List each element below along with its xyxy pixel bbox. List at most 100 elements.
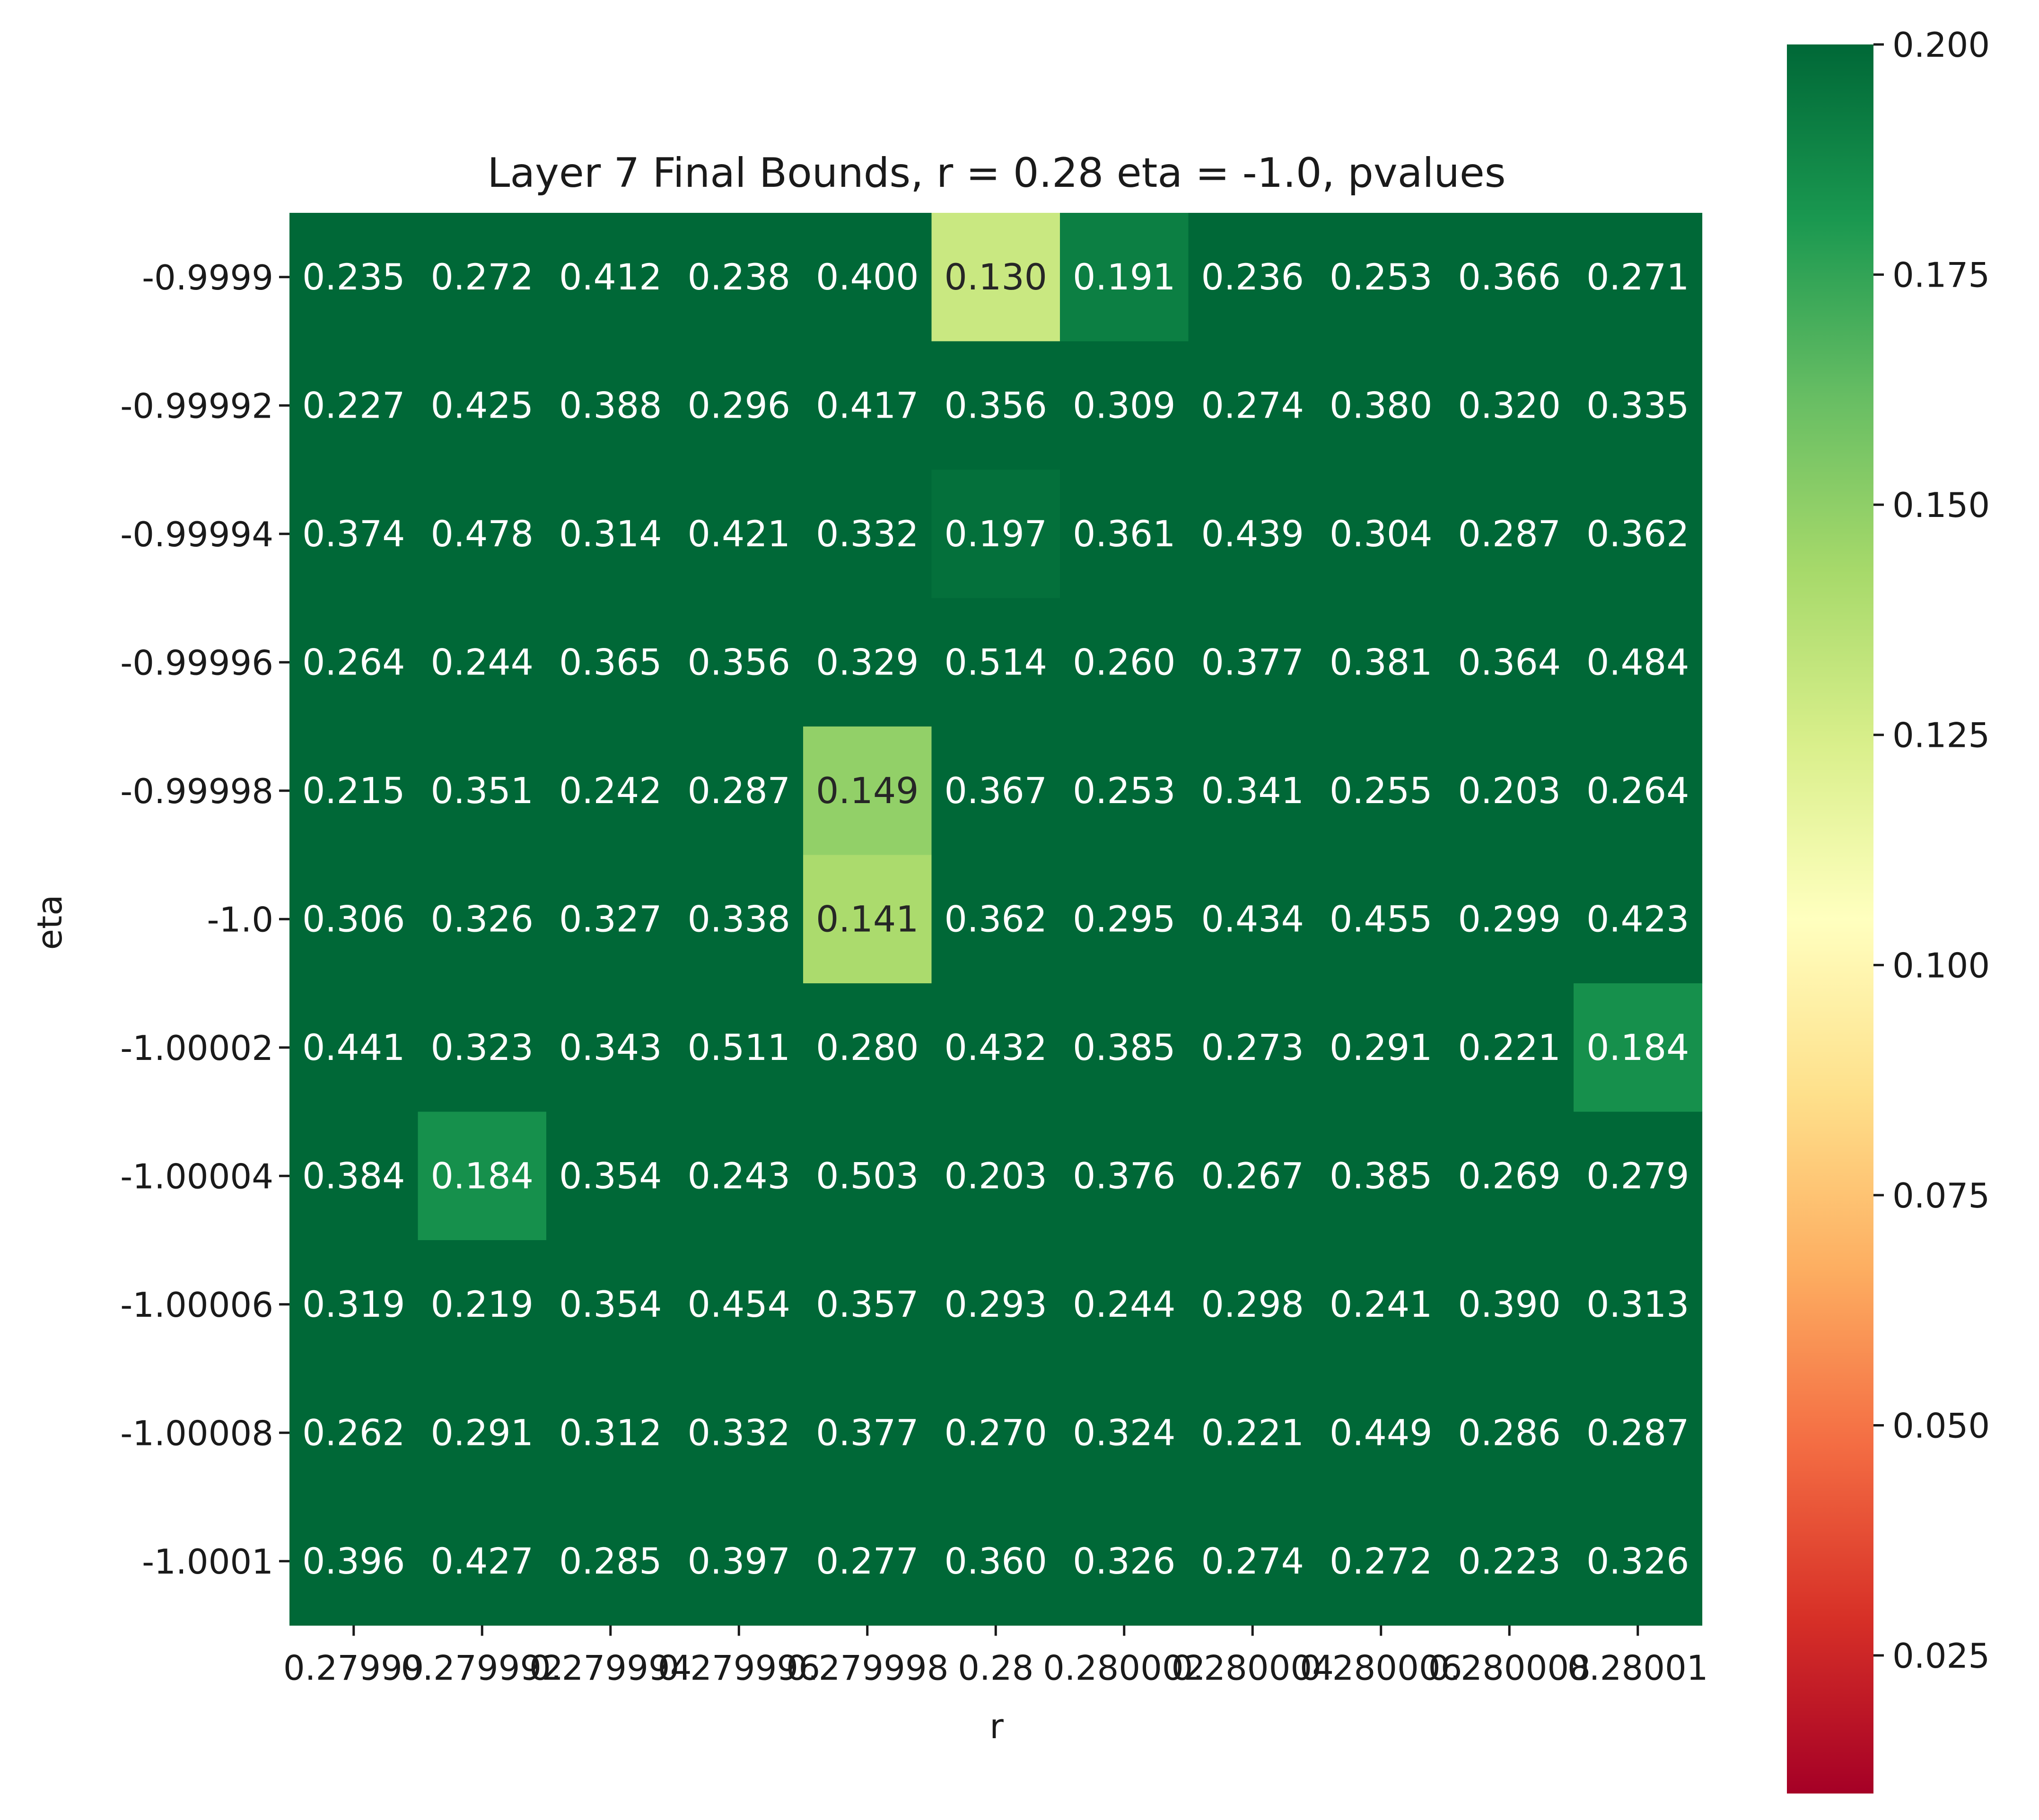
y-tick-label: -0.99994 bbox=[120, 515, 273, 554]
y-tick-label: -0.99992 bbox=[120, 386, 273, 426]
heatmap-cell bbox=[1574, 1368, 1703, 1497]
y-tick-label: -1.00002 bbox=[120, 1028, 273, 1068]
cell-value-label: 0.381 bbox=[1330, 641, 1433, 683]
x-tick-label: 0.280006 bbox=[1300, 1648, 1462, 1688]
heatmap-cell bbox=[931, 1240, 1060, 1369]
heatmap-cell bbox=[289, 213, 419, 342]
x-tick-label: 0.280002 bbox=[1043, 1648, 1206, 1688]
heatmap-cell bbox=[1574, 1111, 1703, 1241]
cell-value-label: 0.338 bbox=[687, 898, 790, 940]
heatmap-cells bbox=[289, 213, 1703, 1626]
heatmap-cell bbox=[1317, 1497, 1446, 1626]
heatmap-cell bbox=[289, 598, 419, 727]
heatmap-cell bbox=[1445, 598, 1574, 727]
cell-value-label: 0.277 bbox=[816, 1540, 919, 1582]
cell-value-label: 0.324 bbox=[1073, 1411, 1176, 1453]
heatmap-cell bbox=[289, 470, 419, 599]
heatmap-cell bbox=[546, 1497, 675, 1626]
cell-value-label: 0.365 bbox=[559, 641, 662, 683]
heatmap-cell bbox=[546, 1240, 675, 1369]
heatmap-cell bbox=[418, 726, 547, 856]
heatmap-cell bbox=[1317, 341, 1446, 470]
heatmap-cell bbox=[1317, 1111, 1446, 1241]
heatmap-cell bbox=[1060, 1368, 1189, 1497]
cell-value-label: 0.449 bbox=[1330, 1411, 1433, 1453]
cell-value-label: 0.319 bbox=[302, 1283, 405, 1325]
heatmap-cell bbox=[1574, 341, 1703, 470]
cell-value-label: 0.203 bbox=[1458, 770, 1561, 812]
heatmap-cell bbox=[674, 1368, 804, 1497]
heatmap-cell bbox=[289, 1368, 419, 1497]
heatmap-cell bbox=[1188, 855, 1317, 984]
cell-value-label: 0.434 bbox=[1201, 898, 1304, 940]
cell-value-label: 0.269 bbox=[1458, 1155, 1561, 1197]
heatmap-cell bbox=[931, 1368, 1060, 1497]
heatmap-cell bbox=[1060, 726, 1189, 856]
y-tick-label: -1.00004 bbox=[120, 1156, 273, 1196]
cell-value-label: 0.421 bbox=[687, 513, 790, 555]
x-tick-label: 0.280004 bbox=[1171, 1648, 1334, 1688]
colorbar: 0.025 0.050 0.075 0.100 0.125 0.150 0.175 0.200 bbox=[1787, 25, 1990, 1794]
heatmap-cell bbox=[1574, 855, 1703, 984]
cell-value-label: 0.484 bbox=[1586, 641, 1689, 683]
cell-value-label: 0.253 bbox=[1330, 256, 1433, 298]
colorbar-tick-label: 0.125 bbox=[1892, 716, 1990, 755]
heatmap-cell bbox=[1317, 1240, 1446, 1369]
heatmap-cell bbox=[674, 726, 804, 856]
cell-value-label: 0.351 bbox=[430, 770, 534, 812]
cell-value-label: 0.412 bbox=[559, 256, 662, 298]
heatmap-cell bbox=[546, 1368, 675, 1497]
heatmap-cell bbox=[1188, 598, 1317, 727]
x-tick-label: 0.279994 bbox=[529, 1648, 692, 1688]
cell-value-label: 0.260 bbox=[1073, 641, 1176, 683]
colorbar-tick-label: 0.050 bbox=[1892, 1406, 1990, 1445]
heatmap-cell bbox=[803, 598, 932, 727]
cell-value-label: 0.285 bbox=[559, 1540, 662, 1582]
heatmap-cell bbox=[418, 983, 547, 1112]
heatmap-cell bbox=[1317, 598, 1446, 727]
cell-value-label: 0.280 bbox=[816, 1026, 919, 1068]
heatmap-cell bbox=[1060, 855, 1189, 984]
cell-value-label: 0.385 bbox=[1073, 1026, 1176, 1068]
cell-value-label: 0.184 bbox=[430, 1155, 534, 1197]
cell-value-label: 0.356 bbox=[944, 384, 1047, 426]
heatmap-cell bbox=[418, 341, 547, 470]
x-axis-label: r bbox=[989, 1706, 1004, 1746]
colorbar-gradient bbox=[1787, 44, 1873, 1794]
heatmap-cell bbox=[289, 1497, 419, 1626]
colorbar-tick-label: 0.100 bbox=[1892, 945, 1990, 985]
cell-value-label: 0.264 bbox=[1586, 770, 1689, 812]
cell-value-label: 0.306 bbox=[302, 898, 405, 940]
cell-value-label: 0.335 bbox=[1586, 384, 1689, 426]
cell-value-label: 0.323 bbox=[430, 1026, 534, 1068]
cell-value-label: 0.270 bbox=[944, 1411, 1047, 1453]
heatmap-cell bbox=[418, 1240, 547, 1369]
cell-value-label: 0.313 bbox=[1586, 1283, 1689, 1325]
cell-value-label: 0.243 bbox=[687, 1155, 790, 1197]
heatmap-cell bbox=[674, 598, 804, 727]
cell-value-label: 0.384 bbox=[302, 1155, 405, 1197]
cell-value-label: 0.255 bbox=[1330, 770, 1433, 812]
cell-value-label: 0.272 bbox=[430, 256, 534, 298]
heatmap-cell bbox=[1445, 213, 1574, 342]
cell-value-label: 0.272 bbox=[1330, 1540, 1433, 1582]
cell-value-label: 0.298 bbox=[1201, 1283, 1304, 1325]
heatmap-cell bbox=[1574, 598, 1703, 727]
heatmap-cell bbox=[1188, 726, 1317, 856]
cell-value-label: 0.320 bbox=[1458, 384, 1561, 426]
x-tick-label: 0.280008 bbox=[1428, 1648, 1591, 1688]
cell-value-label: 0.362 bbox=[944, 898, 1047, 940]
cell-value-label: 0.253 bbox=[1073, 770, 1176, 812]
cell-value-label: 0.326 bbox=[1586, 1540, 1689, 1582]
cell-value-label: 0.221 bbox=[1201, 1411, 1304, 1453]
heatmap-cell bbox=[1060, 983, 1189, 1112]
cell-value-label: 0.244 bbox=[430, 641, 534, 683]
y-tick-label: -0.99996 bbox=[120, 643, 273, 682]
y-tick-label: -1.0001 bbox=[142, 1542, 273, 1582]
cell-value-label: 0.291 bbox=[430, 1411, 534, 1453]
cell-value-label: 0.215 bbox=[302, 770, 405, 812]
cell-value-label: 0.441 bbox=[302, 1026, 405, 1068]
heatmap-cell bbox=[674, 1497, 804, 1626]
cell-value-label: 0.454 bbox=[687, 1283, 790, 1325]
